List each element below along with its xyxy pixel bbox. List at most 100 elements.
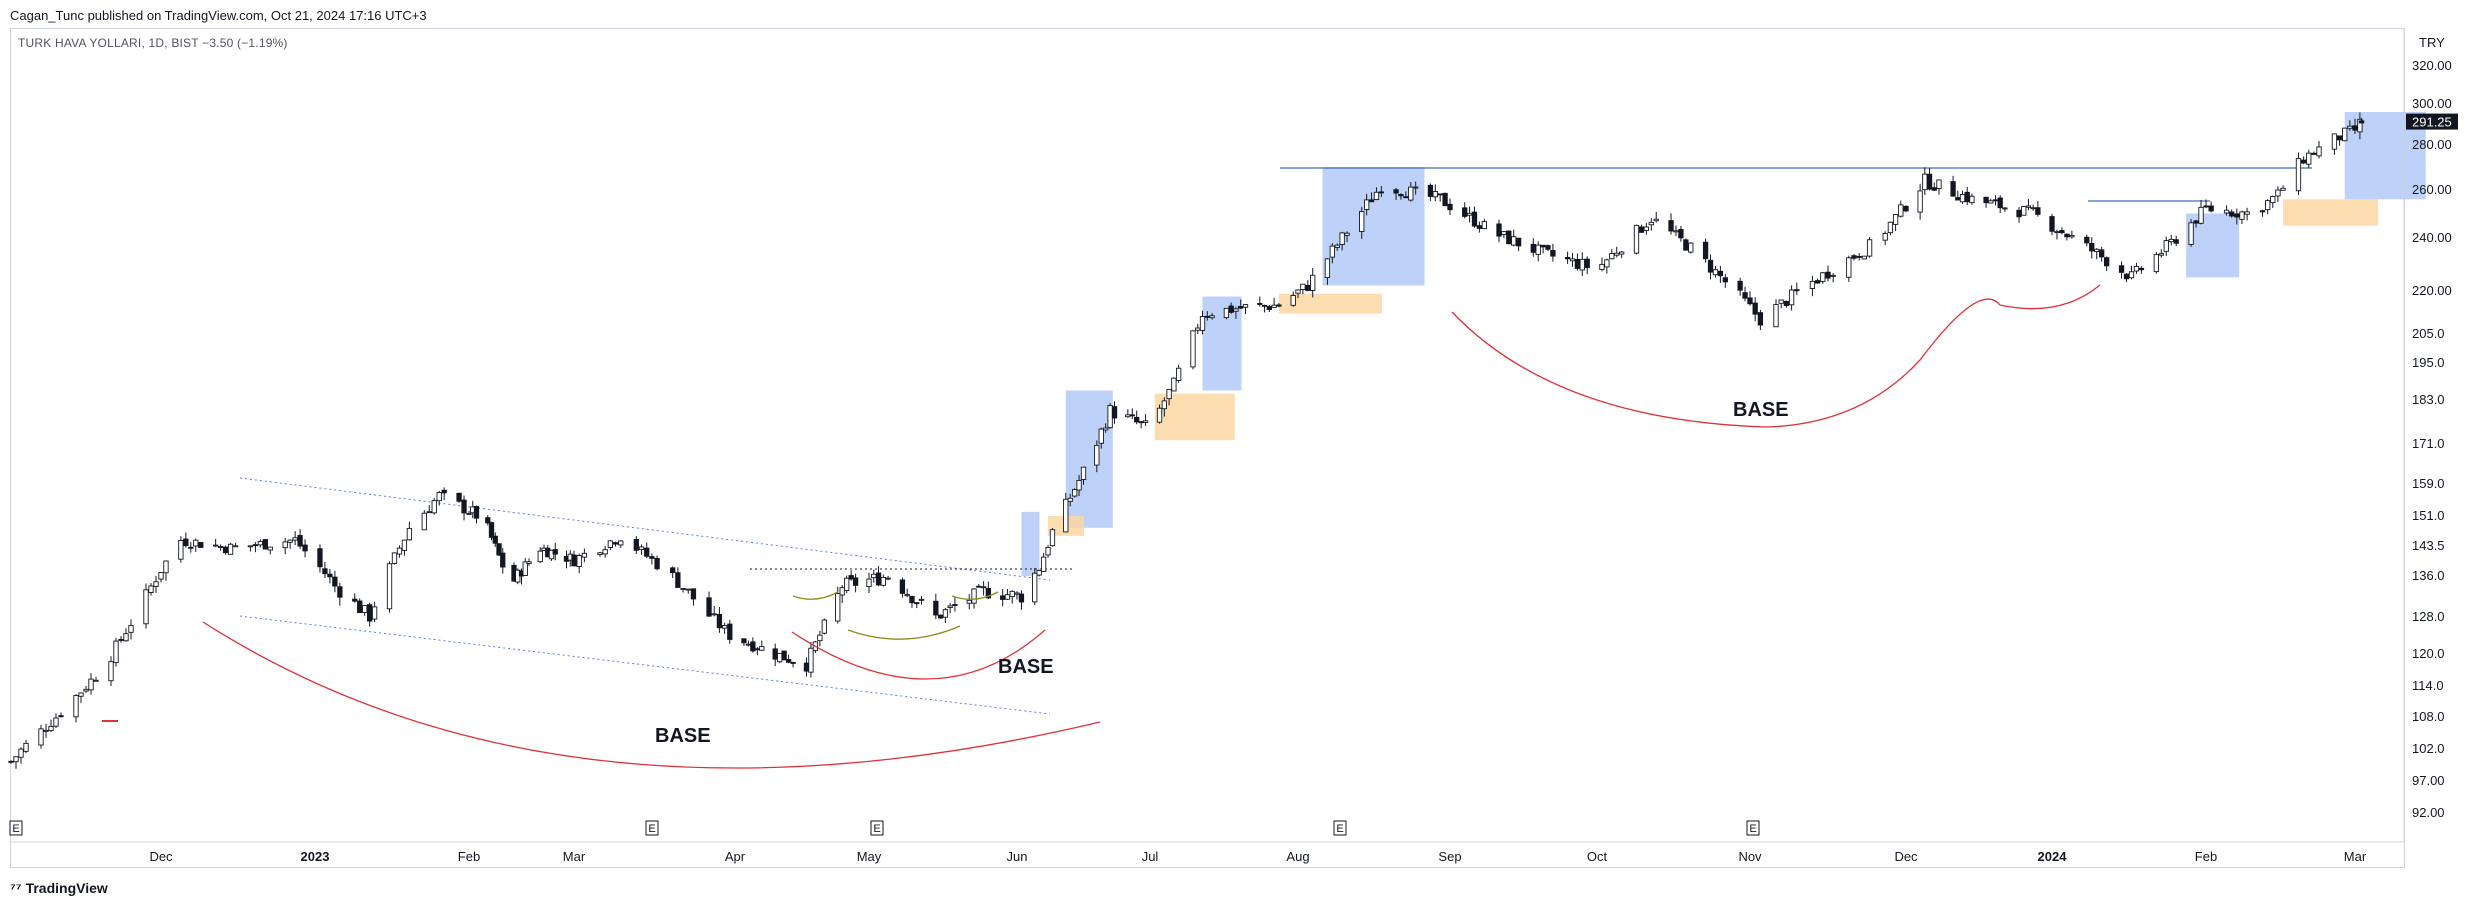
time-tick-label: Oct <box>1587 849 1608 864</box>
candle-up <box>88 678 94 691</box>
time-tick-label: Jun <box>1007 849 1028 864</box>
candle-down <box>2103 257 2110 267</box>
candle-up <box>839 587 845 596</box>
candle-down <box>1238 305 1244 309</box>
candle-down <box>1717 270 1724 277</box>
candle-down <box>1752 302 1758 315</box>
candle-up <box>371 606 378 620</box>
candle-up <box>23 742 29 752</box>
candle-down <box>1702 241 1709 260</box>
candle-up <box>2188 222 2194 245</box>
candle-up <box>1413 186 1419 189</box>
candle-up <box>1633 224 1640 254</box>
earnings-icon-label: E <box>1336 823 1343 835</box>
blue-zone <box>1322 167 1425 286</box>
time-tick-label: 2024 <box>2038 849 2068 864</box>
candle-down <box>262 539 268 550</box>
candle-down <box>222 546 229 554</box>
candle-down <box>848 575 854 580</box>
earnings-icon <box>645 820 659 836</box>
candle-up <box>13 756 19 763</box>
candle-up <box>53 717 59 727</box>
candle-down <box>1668 220 1674 232</box>
candle-up <box>1300 283 1306 290</box>
candle-up <box>680 588 686 590</box>
candle-down <box>772 648 778 660</box>
candle-up <box>1712 269 1719 276</box>
candle-up <box>1643 226 1650 231</box>
candle-down <box>914 602 920 605</box>
tradingview-logo[interactable]: ⁷⁷ TradingView <box>10 880 108 896</box>
earnings-icon-label: E <box>648 823 655 835</box>
candle-up <box>1063 498 1069 533</box>
candle-up <box>2265 200 2271 211</box>
candle-up <box>1809 280 1816 289</box>
candle-down <box>1722 277 1728 283</box>
candle-up <box>2030 207 2036 210</box>
price-tick-label: 205.0 <box>2412 326 2445 341</box>
candle-up <box>38 728 44 746</box>
candle-down <box>1129 414 1135 417</box>
price-tick-label: 280.00 <box>2412 137 2452 152</box>
candle-up <box>1830 274 1836 277</box>
time-tick-label: Dec <box>1894 849 1918 864</box>
candle-down <box>552 549 558 555</box>
candle-up <box>1242 304 1249 308</box>
candle-down <box>1462 207 1468 217</box>
base-curve-right <box>1451 284 2101 428</box>
candle-up <box>1579 258 1585 271</box>
tradingview-logo-text: TradingView <box>25 880 108 896</box>
candle-down <box>297 535 303 547</box>
candle-down <box>1138 421 1144 424</box>
candle-up <box>1373 191 1380 201</box>
price-tick-label: 240.00 <box>2412 230 2452 245</box>
candle-down <box>456 492 462 502</box>
candle-down <box>1378 191 1385 194</box>
candle-up <box>638 546 645 550</box>
candle-up <box>73 695 79 718</box>
candle-up <box>1014 592 1020 595</box>
candle-down <box>750 641 756 652</box>
candle-up <box>1171 377 1177 392</box>
candle-down <box>1437 193 1443 196</box>
candle-up <box>1071 489 1078 497</box>
candle-up <box>1175 367 1182 381</box>
candle-up <box>396 547 403 555</box>
candle-down <box>649 556 655 559</box>
candle-down <box>985 587 992 599</box>
candle-down <box>2016 209 2022 218</box>
candle-down <box>2336 135 2343 141</box>
candle-up <box>1271 304 1277 308</box>
candle-up <box>1125 414 1131 418</box>
candle-up <box>607 540 614 548</box>
candle-up <box>2295 158 2302 192</box>
candle-down <box>675 572 681 588</box>
candle-up <box>153 581 159 587</box>
candle-up <box>1161 400 1167 410</box>
orange-zone <box>1154 393 1235 441</box>
candle-down <box>1305 284 1311 291</box>
axis-layer: TRY 320.00 300.00 280.00 260.00 240.00 220.00 2… <box>9 29 2458 864</box>
time-tick-label: Nov <box>1738 849 1762 864</box>
candle-up <box>2306 152 2312 165</box>
candle-up <box>885 577 891 580</box>
candle-down <box>1926 173 1933 190</box>
candle-down <box>899 579 906 594</box>
candle-up <box>1887 221 1894 234</box>
last-price-box <box>2406 113 2458 130</box>
candle-down <box>473 506 480 519</box>
candle-up <box>2198 206 2204 224</box>
candle-up <box>1866 239 1873 257</box>
candle-down <box>1856 255 1862 258</box>
candle-down <box>1257 303 1263 305</box>
candle-up <box>1233 308 1239 312</box>
candle-down <box>1814 280 1821 284</box>
candle-up <box>83 688 89 692</box>
candle-up <box>2223 209 2230 214</box>
price-tick-label: 195.0 <box>2412 355 2445 370</box>
label-layer: BASE BASE BASE <box>102 399 1789 747</box>
price-tick-label: 300.00 <box>2412 96 2452 111</box>
candle-down <box>302 544 308 552</box>
candle-up <box>287 539 293 543</box>
